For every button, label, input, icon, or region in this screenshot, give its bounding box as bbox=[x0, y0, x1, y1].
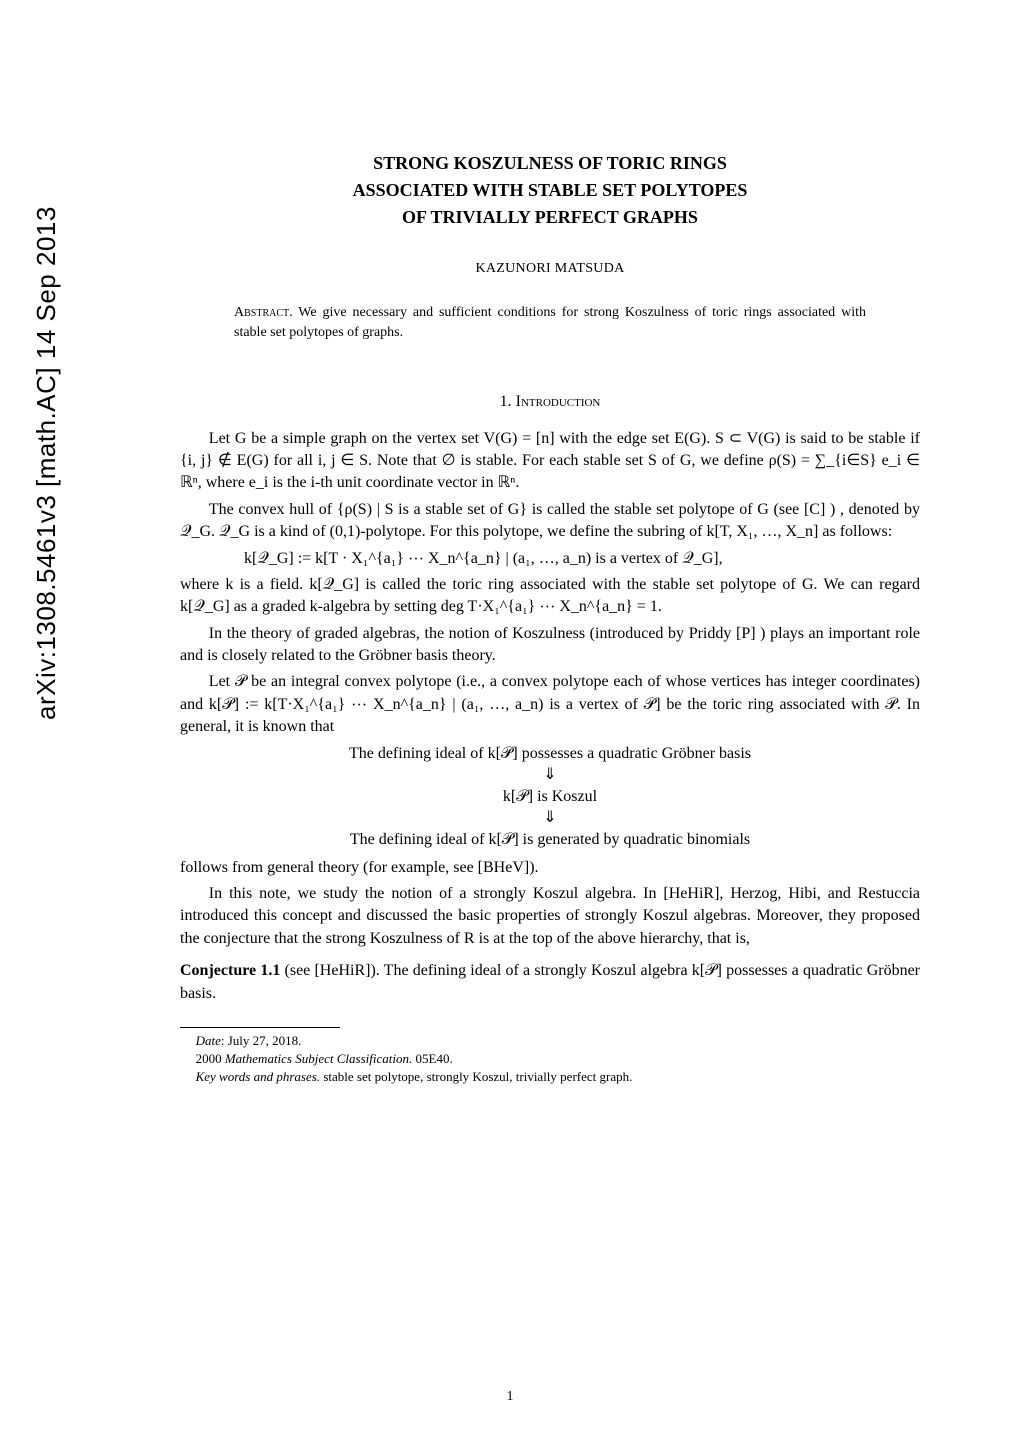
paragraph-6: follows from general theory (for example… bbox=[180, 857, 920, 879]
page-number: 1 bbox=[0, 1387, 1020, 1407]
footnote-msc: 2000 Mathematics Subject Classification.… bbox=[180, 1050, 920, 1068]
footnote-date: Date: July 27, 2018. bbox=[180, 1032, 920, 1050]
title-line-2: ASSOCIATED WITH STABLE SET POLYTOPES bbox=[353, 180, 748, 200]
paragraph-2: The convex hull of {ρ(S) | S is a stable… bbox=[180, 499, 920, 544]
footnote-rule bbox=[180, 1027, 340, 1028]
paragraph-5: Let 𝒫 be an integral convex polytope (i.… bbox=[180, 671, 920, 738]
down-arrow-icon: ⇓ bbox=[543, 766, 556, 783]
title-line-3: OF TRIVIALLY PERFECT GRAPHS bbox=[402, 207, 698, 227]
paper-title: STRONG KOSZULNESS OF TORIC RINGS ASSOCIA… bbox=[180, 150, 920, 231]
implication-chain: The defining ideal of k[𝒫] possesses a q… bbox=[180, 743, 920, 851]
paragraph-1: Let G be a simple graph on the vertex se… bbox=[180, 428, 920, 495]
abstract-text: We give necessary and sufficient conditi… bbox=[234, 305, 866, 340]
title-line-1: STRONG KOSZULNESS OF TORIC RINGS bbox=[373, 153, 727, 173]
footnote-keywords-label: Key words and phrases. bbox=[196, 1069, 320, 1084]
conjecture-cite: (see [HeHiR]). bbox=[280, 962, 379, 979]
abstract: Abstract. We give necessary and sufficie… bbox=[234, 303, 866, 344]
page: arXiv:1308.5461v3 [math.AC] 14 Sep 2013 … bbox=[0, 0, 1020, 1443]
footnote-date-value: : July 27, 2018. bbox=[221, 1033, 302, 1048]
paragraph-3: where k is a field. k[𝒬_G] is called the… bbox=[180, 574, 920, 619]
chain-line-3: The defining ideal of k[𝒫] is generated … bbox=[350, 831, 750, 848]
paragraph-4: In the theory of graded algebras, the no… bbox=[180, 623, 920, 668]
footnote-date-label: Date bbox=[196, 1033, 221, 1048]
author-name: KAZUNORI MATSUDA bbox=[180, 259, 920, 279]
footnote-keywords: Key words and phrases. stable set polyto… bbox=[180, 1068, 920, 1086]
chain-line-1: The defining ideal of k[𝒫] possesses a q… bbox=[349, 745, 751, 762]
footnote-msc-value: 05E40. bbox=[412, 1051, 452, 1066]
paragraph-7: In this note, we study the notion of a s… bbox=[180, 883, 920, 950]
footnote-msc-label: 2000 Mathematics Subject Classification. bbox=[196, 1051, 413, 1066]
equation-1: k[𝒬_G] := k[T · X₁^{a₁} ⋯ X_n^{a_n} | (a… bbox=[244, 548, 920, 570]
chain-line-2: k[𝒫] is Koszul bbox=[503, 788, 597, 805]
section-heading-1: 1. Introduction bbox=[180, 391, 920, 413]
abstract-label: Abstract. bbox=[234, 305, 293, 320]
down-arrow-icon: ⇓ bbox=[543, 809, 556, 826]
arxiv-id-banner: arXiv:1308.5461v3 [math.AC] 14 Sep 2013 bbox=[28, 206, 64, 720]
conjecture-1-1: Conjecture 1.1 (see [HeHiR]). The defini… bbox=[180, 960, 920, 1005]
conjecture-label: Conjecture 1.1 bbox=[180, 962, 280, 979]
footnote-keywords-value: stable set polytope, strongly Koszul, tr… bbox=[320, 1069, 632, 1084]
